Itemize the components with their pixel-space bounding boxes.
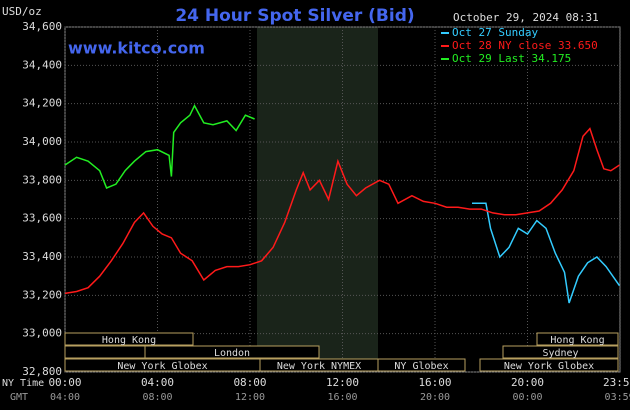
x2-tick-label: 00:00 bbox=[512, 392, 542, 403]
y-tick-label: 34,400 bbox=[22, 58, 62, 71]
session-box bbox=[479, 358, 619, 372]
legend-label: Oct 28 NY close 33.650 bbox=[452, 39, 598, 52]
x-tick-label: 08:00 bbox=[233, 376, 266, 389]
x2-tick-label: 12:00 bbox=[235, 392, 265, 403]
series-line bbox=[64, 103, 255, 189]
y-tick-label: 33,200 bbox=[22, 288, 62, 301]
y-tick-label: 34,200 bbox=[22, 97, 62, 110]
x-tick-label: 00:00 bbox=[48, 376, 81, 389]
session-label: New York Globex bbox=[117, 361, 207, 372]
legend-label: Oct 29 Last 34.175 bbox=[452, 52, 571, 65]
x2-tick-label: 04:00 bbox=[50, 392, 80, 403]
x-tick-label: 04:00 bbox=[141, 376, 174, 389]
x-row-label: NY Time bbox=[2, 378, 44, 389]
session-box bbox=[64, 345, 146, 359]
session-box bbox=[502, 345, 619, 359]
x2-tick-label: 20:00 bbox=[420, 392, 450, 403]
x-tick-label: 16:00 bbox=[418, 376, 451, 389]
site-label: www.kitco.com bbox=[68, 39, 205, 58]
session-label: New York Globex bbox=[504, 361, 594, 372]
y-tick-label: 33,400 bbox=[22, 250, 62, 263]
session-box bbox=[64, 332, 194, 346]
y-tick-label: 33,600 bbox=[22, 212, 62, 225]
y-tick-label: 34,000 bbox=[22, 135, 62, 148]
series-line bbox=[472, 202, 621, 304]
session-box bbox=[144, 345, 320, 359]
y-tick-label: 34,600 bbox=[22, 20, 62, 33]
x2-tick-label: 16:00 bbox=[327, 392, 357, 403]
x-tick-label: 12:00 bbox=[326, 376, 359, 389]
session-label: New York NYMEX bbox=[277, 361, 361, 372]
session-label: Hong Kong bbox=[550, 335, 604, 346]
session-label: Sydney bbox=[542, 348, 578, 359]
session-box bbox=[377, 358, 466, 372]
y-tick-label: 32,800 bbox=[22, 365, 62, 378]
session-label: London bbox=[214, 348, 250, 359]
x-tick-label: 23:59 bbox=[603, 376, 630, 389]
legend-label: Oct 27 Sunday bbox=[452, 26, 538, 39]
session-label: Hong Kong bbox=[102, 335, 156, 346]
x2-row-label: GMT bbox=[10, 392, 28, 403]
series-line bbox=[64, 127, 620, 295]
x2-tick-label: 03:59 bbox=[605, 392, 630, 403]
chart-title: 24 Hour Spot Silver (Bid) bbox=[175, 6, 414, 26]
session-box bbox=[536, 332, 619, 346]
timestamp: October 29, 2024 08:31 bbox=[453, 11, 599, 24]
x2-tick-label: 08:00 bbox=[142, 392, 172, 403]
x-tick-label: 20:00 bbox=[511, 376, 544, 389]
session-shade bbox=[257, 27, 378, 372]
session-label: NY Globex bbox=[394, 361, 448, 372]
y-axis-label: USD/oz bbox=[2, 5, 42, 18]
y-tick-label: 33,000 bbox=[22, 327, 62, 340]
y-tick-label: 33,800 bbox=[22, 173, 62, 186]
